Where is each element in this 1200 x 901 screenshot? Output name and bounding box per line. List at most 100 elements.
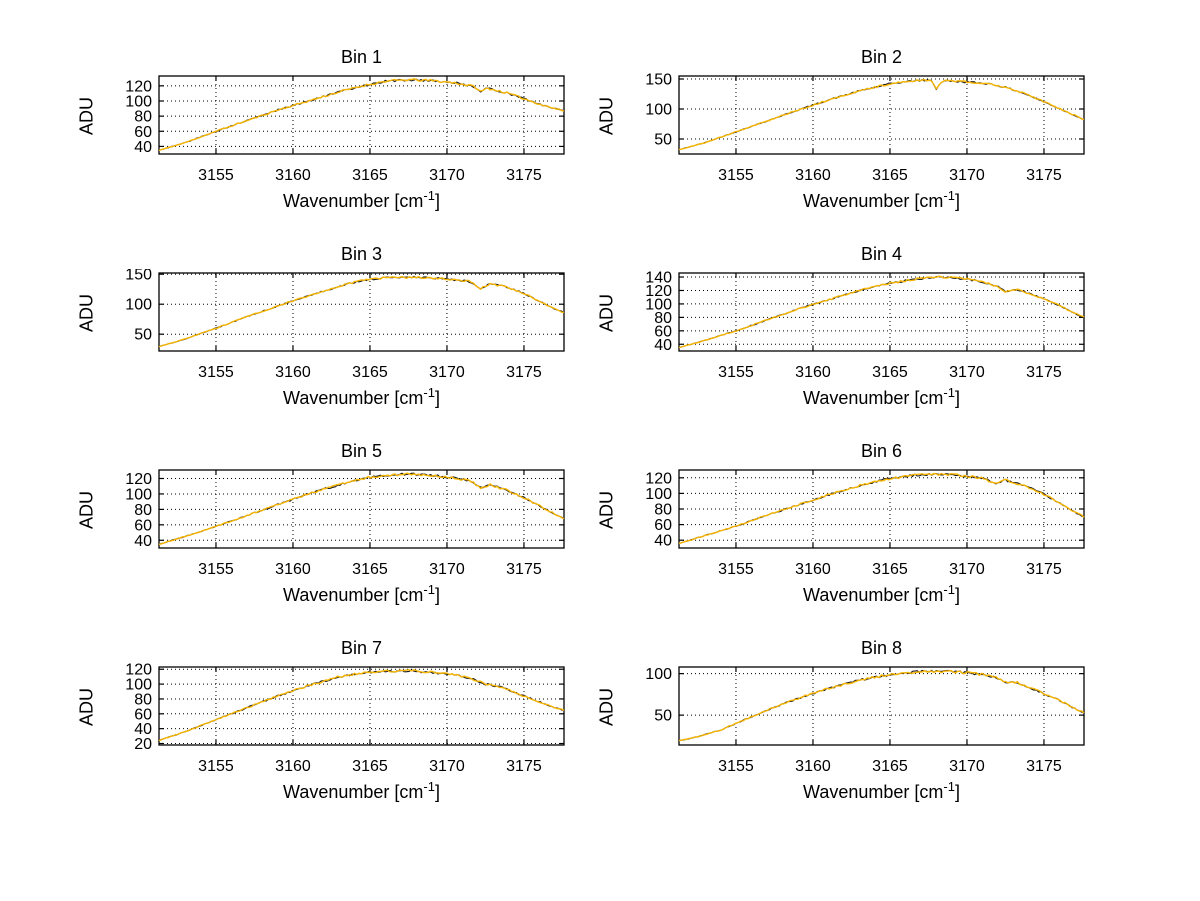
y-tick-label: 40: [134, 533, 152, 550]
x-tick-label: 3170: [429, 364, 465, 381]
y-tick-label: 100: [125, 93, 152, 110]
y-tick-label: 60: [134, 517, 152, 534]
axes-box: [158, 75, 565, 155]
x-tick-label: 3165: [872, 561, 908, 578]
x-tick-label: 3175: [506, 364, 542, 381]
x-tick-label: 3160: [275, 561, 311, 578]
x-tick-label: 3175: [1026, 561, 1062, 578]
axes-box: [158, 666, 565, 746]
x-axis-label: Wavenumber [cm-1]: [679, 779, 1084, 803]
x-tick-label: 3155: [718, 364, 754, 381]
x-axis-label: Wavenumber [cm-1]: [159, 582, 564, 606]
x-tick-label: 3160: [275, 758, 311, 775]
x-tick-label: 3155: [718, 758, 754, 775]
x-tick-label: 3165: [872, 167, 908, 184]
x-axis-label-superscript: -1: [943, 188, 955, 203]
subplot-title: Bin 1: [340, 47, 383, 67]
plot-row: ADU 40 60 80 100 120 3155 3160 3165 3170 3175: [75, 466, 595, 582]
y-tick-label: 120: [645, 283, 672, 300]
x-tick-label: 3165: [352, 758, 388, 775]
plot-row: ADU 20 40 60 80 100 120 3155 3160 3165 3170 3175: [75, 663, 595, 779]
x-tick-label: 3170: [949, 561, 985, 578]
x-tick-label: 3160: [275, 167, 311, 184]
y-tick-label: 40: [654, 533, 672, 550]
axes-box: [678, 272, 1085, 352]
y-tick-label: 50: [654, 708, 672, 725]
x-axis-label-end: ]: [954, 191, 960, 211]
y-tick-label: 80: [134, 502, 152, 519]
y-tick-label: 100: [125, 677, 152, 694]
x-tick-label: 3170: [949, 758, 985, 775]
y-tick-label: 80: [134, 691, 152, 708]
subplot-title: Bin 3: [340, 244, 383, 264]
subplot-bin-4: Bin 4 ADU 40 60 80 100 120 140 3155 3160 3165 317…: [595, 243, 1115, 440]
y-tick-label: 60: [134, 706, 152, 723]
subplot-title: Bin 4: [860, 244, 903, 264]
y-tick-label: 20: [134, 736, 152, 753]
axes-box: [678, 469, 1085, 549]
x-axis-label-superscript: -1: [423, 188, 435, 203]
spectrum-line-under: [678, 669, 1085, 742]
spectrum-line-under: [158, 275, 565, 348]
x-axis-label: Wavenumber [cm-1]: [159, 188, 564, 212]
subplot-bin-7: Bin 7 ADU 20 40 60 80 100 120 3155 3160 3165 3170…: [75, 637, 595, 834]
subplot-title: Bin 7: [340, 638, 383, 658]
x-axis-label-end: ]: [434, 782, 440, 802]
spectrum-line-under: [158, 78, 565, 151]
subplot-bin-6: Bin 6 ADU 40 60 80 100 120 3155 3160 3165 3170 31…: [595, 440, 1115, 637]
x-axis-label-end: ]: [954, 388, 960, 408]
spectrum-line: [158, 669, 565, 742]
x-tick-label: 3175: [506, 561, 542, 578]
x-tick-label: 3160: [795, 758, 831, 775]
y-axis-label: ADU: [76, 97, 97, 136]
x-axis-label-superscript: -1: [423, 779, 435, 794]
x-axis-label-end: ]: [434, 388, 440, 408]
subplot-title: Bin 6: [860, 441, 903, 461]
x-axis-label-base: Wavenumber [cm: [803, 388, 944, 408]
x-tick-label: 3160: [795, 167, 831, 184]
y-tick-label: 60: [654, 517, 672, 534]
x-tick-label: 3165: [352, 167, 388, 184]
y-tick-label: 120: [125, 78, 152, 95]
y-tick-label: 80: [134, 109, 152, 126]
x-tick-label: 3155: [198, 758, 234, 775]
x-axis-label-base: Wavenumber [cm: [283, 585, 424, 605]
y-tick-label: 120: [645, 470, 672, 487]
x-axis-label-end: ]: [434, 191, 440, 211]
plot-row: ADU 50 100 150 3155 3160 3165 3170 3175: [595, 72, 1115, 188]
x-tick-label: 3165: [872, 758, 908, 775]
y-tick-label: 40: [134, 139, 152, 156]
subplot-bin-2: Bin 2 ADU 50 100 150 3155 3160 3165 3170 3175 W…: [595, 46, 1115, 243]
y-axis-label: ADU: [596, 294, 617, 333]
subplot-title: Bin 2: [860, 47, 903, 67]
x-tick-label: 3170: [949, 167, 985, 184]
y-tick-label: 100: [645, 102, 672, 119]
x-axis-label-end: ]: [954, 585, 960, 605]
spectrum-line: [678, 275, 1085, 349]
y-tick-label: 50: [654, 132, 672, 149]
plot-row: ADU 50 100 3155 3160 3165 3170 3175: [595, 663, 1115, 779]
y-tick-label: 60: [654, 323, 672, 340]
y-axis-label: ADU: [76, 688, 97, 727]
subplot-bin-3: Bin 3 ADU 50 100 150 3155 3160 3165 3170 3175 W…: [75, 243, 595, 440]
x-axis-label-base: Wavenumber [cm: [283, 782, 424, 802]
axes-box: [158, 272, 565, 352]
x-tick-label: 3155: [198, 561, 234, 578]
x-tick-label: 3170: [429, 167, 465, 184]
y-tick-label: 100: [645, 666, 672, 683]
axes-box: [158, 469, 565, 549]
spectrum-line: [678, 669, 1085, 742]
axes-box: [678, 75, 1085, 155]
plot-row: ADU 40 60 80 100 120 3155 3160 3165 3170 3175: [75, 72, 595, 188]
y-tick-label: 60: [134, 124, 152, 141]
x-tick-label: 3160: [795, 561, 831, 578]
y-tick-label: 150: [645, 72, 672, 89]
y-tick-label: 40: [654, 337, 672, 354]
x-axis-label-base: Wavenumber [cm: [803, 782, 944, 802]
x-tick-label: 3155: [718, 167, 754, 184]
y-tick-label: 100: [645, 486, 672, 503]
